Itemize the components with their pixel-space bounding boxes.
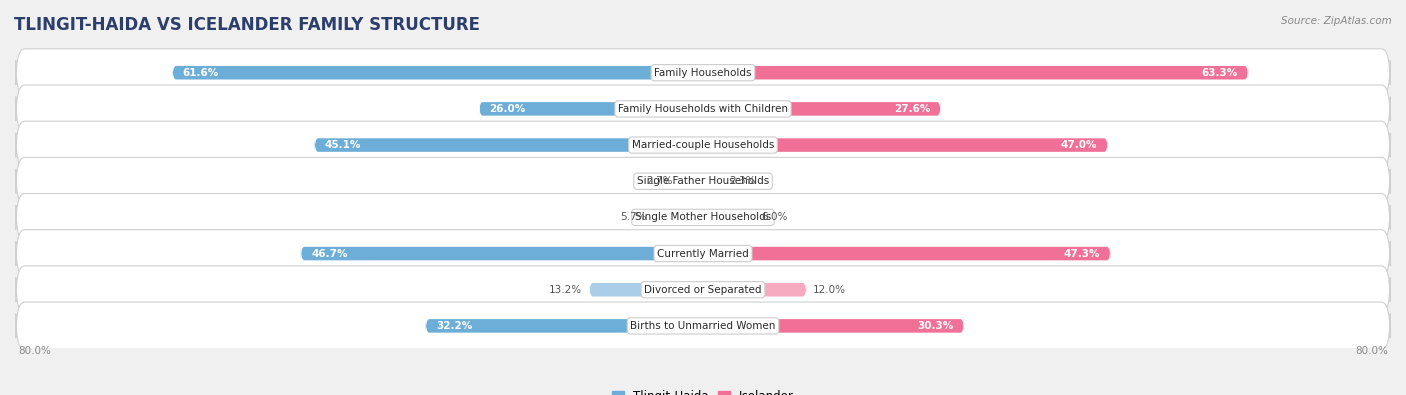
Text: Births to Unmarried Women: Births to Unmarried Women bbox=[630, 321, 776, 331]
Text: 61.6%: 61.6% bbox=[183, 68, 219, 78]
Text: 2.3%: 2.3% bbox=[730, 176, 756, 186]
FancyBboxPatch shape bbox=[703, 282, 807, 297]
FancyBboxPatch shape bbox=[589, 282, 703, 297]
Text: 47.0%: 47.0% bbox=[1062, 140, 1098, 150]
FancyBboxPatch shape bbox=[703, 210, 755, 225]
Text: Single Father Households: Single Father Households bbox=[637, 176, 769, 186]
FancyBboxPatch shape bbox=[15, 266, 1391, 314]
Text: Family Households: Family Households bbox=[654, 68, 752, 78]
Text: Source: ZipAtlas.com: Source: ZipAtlas.com bbox=[1281, 16, 1392, 26]
FancyBboxPatch shape bbox=[15, 302, 1391, 350]
Text: Currently Married: Currently Married bbox=[657, 248, 749, 259]
Text: 5.7%: 5.7% bbox=[620, 213, 647, 222]
FancyBboxPatch shape bbox=[173, 65, 703, 81]
FancyBboxPatch shape bbox=[15, 229, 1391, 277]
Text: 63.3%: 63.3% bbox=[1202, 68, 1237, 78]
Text: Family Households with Children: Family Households with Children bbox=[619, 104, 787, 114]
Text: 12.0%: 12.0% bbox=[813, 285, 846, 295]
FancyBboxPatch shape bbox=[15, 121, 1391, 169]
Text: 46.7%: 46.7% bbox=[311, 248, 347, 259]
FancyBboxPatch shape bbox=[479, 101, 703, 117]
Text: Single Mother Households: Single Mother Households bbox=[636, 213, 770, 222]
Text: 2.7%: 2.7% bbox=[647, 176, 673, 186]
Text: 80.0%: 80.0% bbox=[18, 346, 51, 356]
Text: 26.0%: 26.0% bbox=[489, 104, 526, 114]
FancyBboxPatch shape bbox=[15, 49, 1391, 97]
FancyBboxPatch shape bbox=[703, 137, 1108, 153]
FancyBboxPatch shape bbox=[703, 65, 1249, 81]
Text: Married-couple Households: Married-couple Households bbox=[631, 140, 775, 150]
Text: 27.6%: 27.6% bbox=[894, 104, 931, 114]
FancyBboxPatch shape bbox=[15, 85, 1391, 133]
Text: 47.3%: 47.3% bbox=[1063, 248, 1099, 259]
FancyBboxPatch shape bbox=[15, 194, 1391, 241]
Text: TLINGIT-HAIDA VS ICELANDER FAMILY STRUCTURE: TLINGIT-HAIDA VS ICELANDER FAMILY STRUCT… bbox=[14, 16, 479, 34]
Text: 6.0%: 6.0% bbox=[762, 213, 787, 222]
FancyBboxPatch shape bbox=[315, 137, 703, 153]
Text: 30.3%: 30.3% bbox=[917, 321, 953, 331]
FancyBboxPatch shape bbox=[703, 246, 1111, 261]
FancyBboxPatch shape bbox=[15, 157, 1391, 205]
FancyBboxPatch shape bbox=[654, 210, 703, 225]
Text: Divorced or Separated: Divorced or Separated bbox=[644, 285, 762, 295]
FancyBboxPatch shape bbox=[703, 173, 723, 189]
FancyBboxPatch shape bbox=[703, 101, 941, 117]
Text: 13.2%: 13.2% bbox=[550, 285, 582, 295]
FancyBboxPatch shape bbox=[679, 173, 703, 189]
Text: 80.0%: 80.0% bbox=[1355, 346, 1388, 356]
FancyBboxPatch shape bbox=[301, 246, 703, 261]
Legend: Tlingit-Haida, Icelander: Tlingit-Haida, Icelander bbox=[607, 385, 799, 395]
FancyBboxPatch shape bbox=[703, 318, 965, 334]
FancyBboxPatch shape bbox=[426, 318, 703, 334]
Text: 45.1%: 45.1% bbox=[325, 140, 361, 150]
Text: 32.2%: 32.2% bbox=[436, 321, 472, 331]
